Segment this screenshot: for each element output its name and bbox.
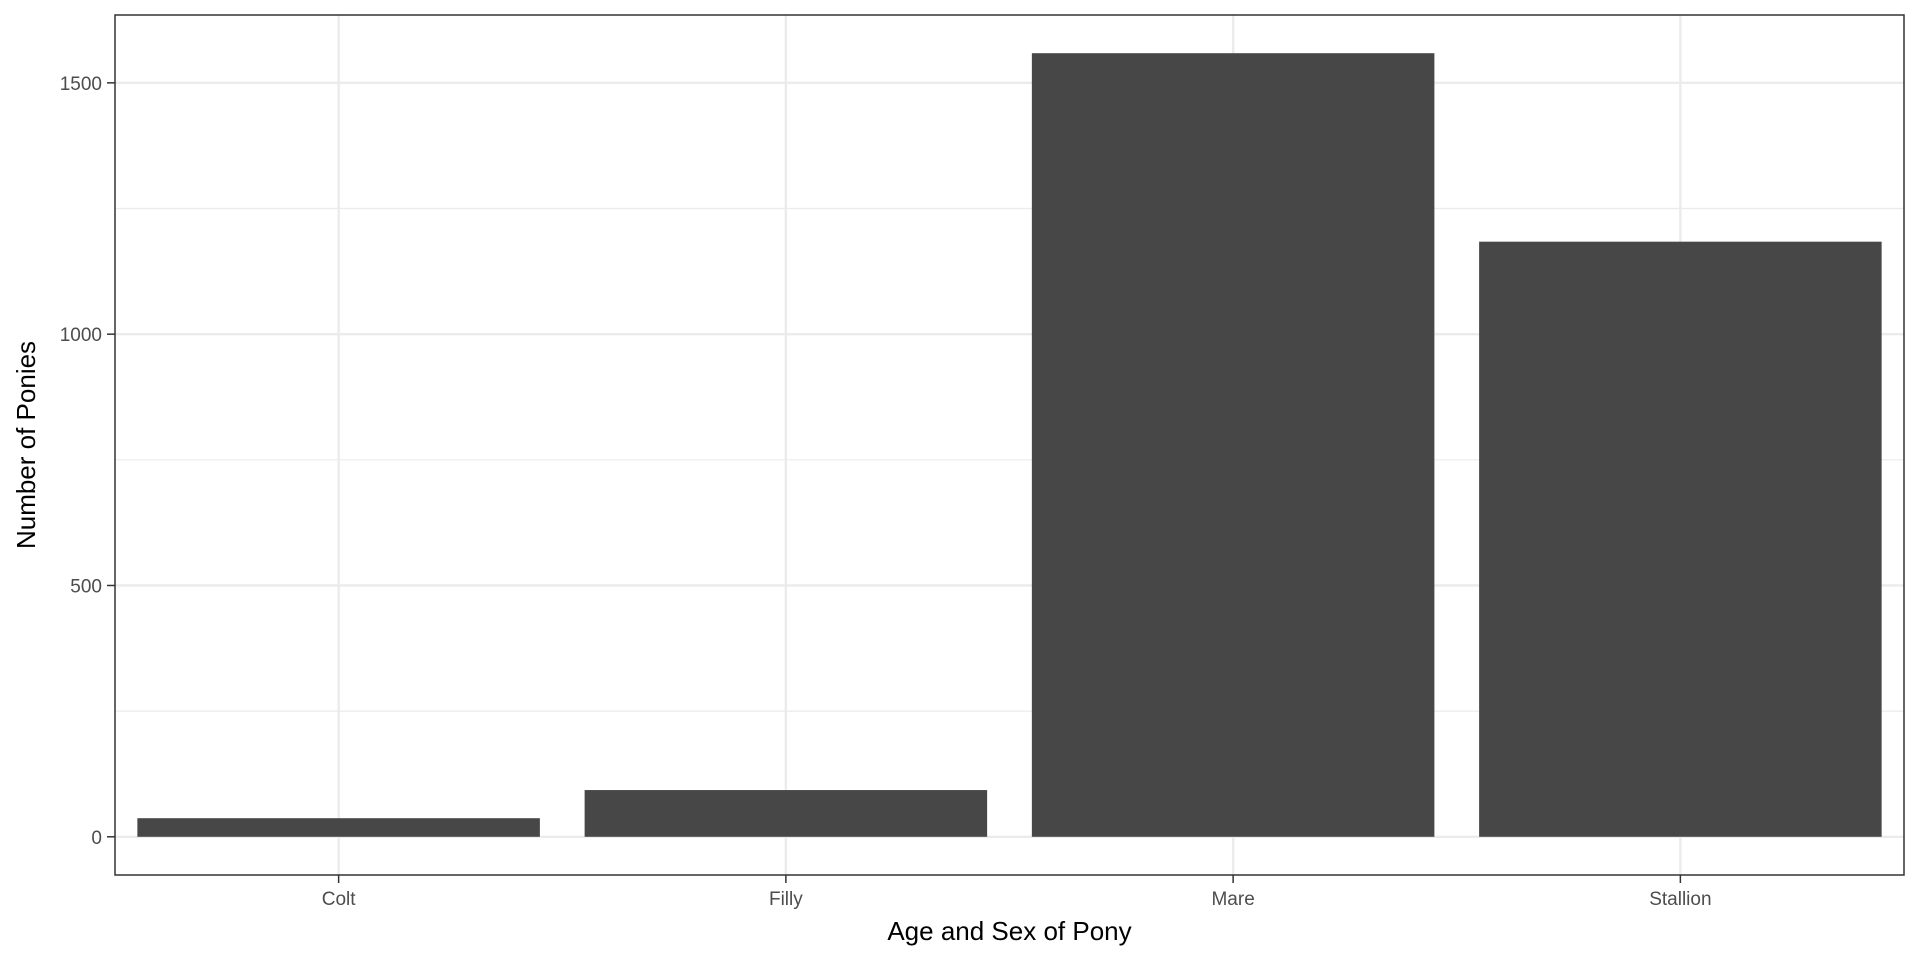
- y-tick-label: 0: [91, 828, 102, 849]
- bar-mare: [1031, 53, 1435, 837]
- y-tick-label: 1000: [60, 325, 102, 346]
- x-axis-title: Age and Sex of Pony: [887, 916, 1131, 946]
- y-tick-label: 1500: [60, 74, 102, 95]
- x-axis: Colt Filly Mare Stallion: [322, 875, 1712, 910]
- bar-colt: [137, 818, 540, 837]
- x-tick-label: Mare: [1211, 889, 1254, 910]
- plot-panel-border: [114, 14, 1905, 876]
- y-tick-label: 500: [70, 576, 102, 597]
- x-tick-label: Filly: [769, 889, 803, 910]
- bars: [137, 53, 1882, 837]
- x-tick-label: Stallion: [1649, 889, 1711, 910]
- y-axis-title: Number of Ponies: [11, 341, 41, 549]
- bar-stallion: [1479, 241, 1882, 837]
- y-axis: 0 500 1000 1500: [60, 74, 115, 849]
- x-tick-label: Colt: [322, 889, 357, 910]
- bar-filly: [584, 790, 988, 837]
